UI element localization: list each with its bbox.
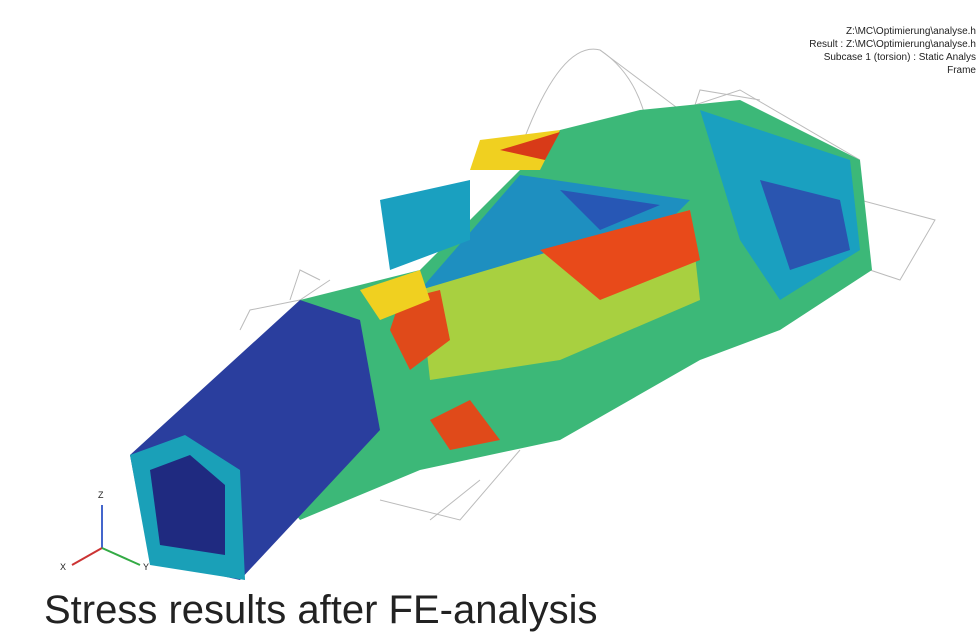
info-line: Result : Z:\MC\Optimierung\analyse.h [809, 39, 976, 50]
axes-triad: Z X Y [60, 490, 149, 572]
fe-model-view: Z X Y Z:\MC\Optimierung\analyse.h Result … [60, 26, 976, 580]
axis-label: X [60, 562, 66, 572]
body-region [380, 180, 470, 270]
info-line: Z:\MC\Optimierung\analyse.h [846, 26, 976, 37]
high-stress [360, 270, 430, 320]
axis-label: Y [143, 562, 149, 572]
nose-face-inner [150, 455, 225, 555]
body-region [760, 180, 850, 270]
cockpit-inner [560, 190, 660, 230]
result-info: Z:\MC\Optimierung\analyse.h Result : Z:\M… [809, 26, 976, 76]
high-stress [540, 210, 700, 300]
high-stress [500, 132, 560, 160]
info-line: Frame [947, 65, 976, 76]
caption: Stress results after FE-analysis [44, 588, 598, 632]
high-stress [430, 400, 500, 450]
axis-label: Z [98, 490, 104, 500]
info-line: Subcase 1 (torsion) : Static Analys [824, 52, 976, 63]
